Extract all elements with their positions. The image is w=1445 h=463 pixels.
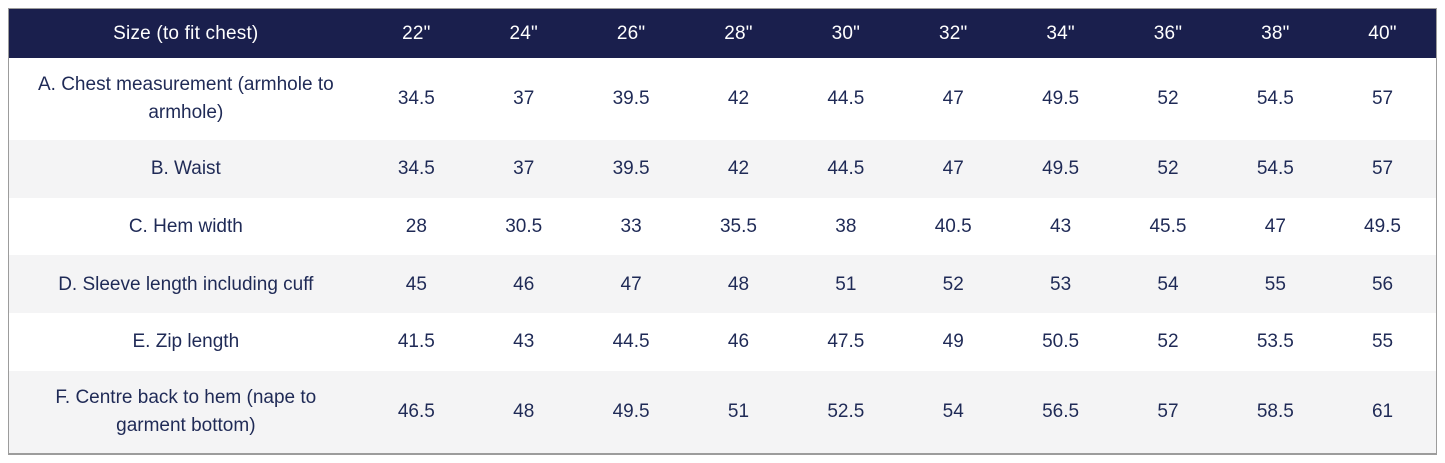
measurement-cell: 33 [620, 215, 642, 237]
measurement-cell: 48 [727, 273, 750, 295]
measurement-cell: 47 [942, 158, 964, 180]
header-size-cell: 38" [1221, 8, 1330, 58]
table-row: A. Chest measurement (armhole to armhole… [8, 58, 1437, 141]
measurement-cell: 44.5 [827, 158, 865, 180]
measurement-cell: 49.5 [612, 401, 650, 423]
row-label: E. Zip length [132, 331, 240, 353]
measurement-cell: 37 [513, 158, 535, 180]
table-row: D. Sleeve length including cuff 45 46 47 48 5… [8, 255, 1437, 314]
measurement-cell: 47 [620, 273, 642, 295]
header-size-cell: 30" [792, 8, 900, 58]
measurement-cell: 44.5 [612, 331, 650, 353]
header-size-cell: 40" [1329, 8, 1437, 58]
measurement-cell: 41.5 [397, 331, 435, 353]
measurement-cell: 42 [727, 88, 750, 110]
measurement-cell: 37 [513, 88, 535, 110]
measurement-cell: 54 [942, 401, 964, 423]
measurement-cell: 55 [1264, 273, 1286, 295]
measurement-cell: 43 [513, 331, 535, 353]
row-label: C. Hem width [128, 215, 243, 237]
measurement-cell: 54 [1157, 273, 1179, 295]
measurement-cell: 50.5 [1042, 331, 1080, 353]
measurement-cell: 57 [1157, 401, 1179, 423]
measurement-cell: 52 [1157, 88, 1179, 110]
header-size-cell: 32" [899, 8, 1007, 58]
measurement-cell: 35.5 [719, 215, 757, 237]
measurement-cell: 53 [1050, 273, 1072, 295]
header-size-cell: 34" [1006, 8, 1115, 58]
measurement-cell: 43 [1050, 215, 1072, 237]
measurement-cell: 47 [942, 88, 964, 110]
size-table-body: A. Chest measurement (armhole to armhole… [8, 58, 1437, 454]
header-size-cell: 22" [362, 8, 471, 58]
measurement-cell: 47.5 [827, 331, 865, 353]
measurement-cell: 49.5 [1042, 88, 1080, 110]
measurement-cell: 49.5 [1042, 158, 1080, 180]
measurement-cell: 57 [1371, 158, 1394, 180]
measurement-cell: 52 [1157, 331, 1179, 353]
size-chart-table: Size (to fit chest) 22" 24" 26" 28" 30" 32" 34… [8, 8, 1437, 455]
measurement-cell: 45 [405, 273, 427, 295]
measurement-cell: 47 [1264, 215, 1286, 237]
row-label: B. Waist [150, 158, 221, 180]
row-label: D. Sleeve length including cuff [58, 273, 314, 295]
table-row: C. Hem width 28 30.5 33 35.5 38 40.5 43 45.5 47 49… [8, 197, 1437, 256]
measurement-cell: 49.5 [1364, 215, 1401, 237]
table-row: F. Centre back to hem (nape to garment b… [8, 370, 1437, 454]
measurement-cell: 51 [727, 401, 750, 423]
measurement-cell: 40.5 [934, 215, 972, 237]
measurement-cell: 42 [727, 158, 750, 180]
measurement-cell: 46 [513, 273, 535, 295]
table-row: B. Waist 34.5 37 39.5 42 44.5 47 49.5 52 54.5 57 [8, 140, 1437, 198]
row-label: F. Centre back to hem (nape to garment b… [55, 387, 317, 436]
measurement-cell: 45.5 [1149, 215, 1187, 237]
measurement-cell: 34.5 [397, 158, 435, 180]
measurement-cell: 54.5 [1256, 88, 1294, 110]
measurement-cell: 56 [1371, 273, 1394, 295]
measurement-cell: 38 [835, 215, 857, 237]
measurement-cell: 51 [835, 273, 857, 295]
measurement-cell: 56.5 [1042, 401, 1080, 423]
measurement-cell: 57 [1371, 88, 1394, 110]
measurement-cell: 46.5 [397, 401, 435, 423]
header-size-cell: 24" [470, 8, 578, 58]
measurement-cell: 55 [1371, 331, 1394, 353]
measurement-cell: 61 [1371, 401, 1394, 423]
measurement-cell: 30.5 [505, 215, 543, 237]
measurement-cell: 52 [1157, 158, 1179, 180]
measurement-cell: 52 [942, 273, 964, 295]
measurement-cell: 53.5 [1256, 331, 1294, 353]
measurement-cell: 58.5 [1256, 401, 1294, 423]
measurement-cell: 34.5 [397, 88, 435, 110]
header-size-cell: 36" [1114, 8, 1222, 58]
measurement-cell: 44.5 [827, 88, 865, 110]
table-header-row: Size (to fit chest) 22" 24" 26" 28" 30" 32" 34… [8, 8, 1437, 58]
measurement-cell: 39.5 [612, 88, 650, 110]
header-size-cell: 28" [684, 8, 793, 58]
measurement-cell: 39.5 [612, 158, 650, 180]
table-row: E. Zip length 41.5 43 44.5 46 47.5 49 50.5 52 53.… [8, 313, 1437, 371]
header-size-cell: 26" [577, 8, 685, 58]
measurement-cell: 48 [513, 401, 535, 423]
row-label: A. Chest measurement (armhole to armhole… [37, 74, 334, 124]
measurement-cell: 52.5 [827, 401, 865, 423]
measurement-cell: 54.5 [1256, 158, 1294, 180]
header-size-label: Size (to fit chest) [8, 8, 363, 58]
measurement-cell: 46 [727, 331, 750, 353]
measurement-cell: 28 [405, 215, 427, 237]
measurement-cell: 49 [942, 331, 964, 353]
